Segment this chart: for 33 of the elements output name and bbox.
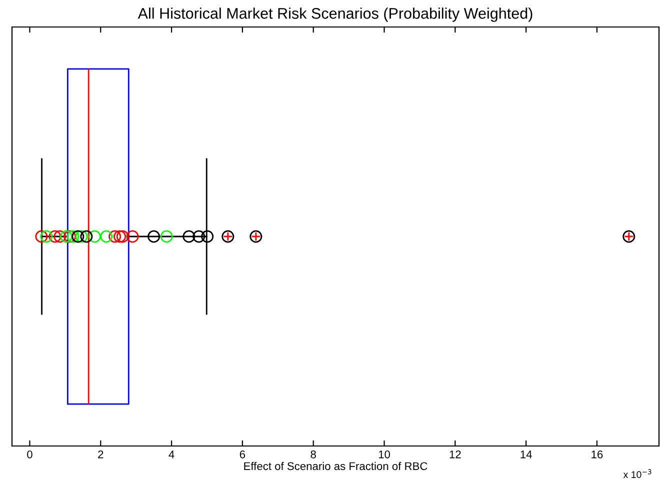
point [35,230,48,243]
chart-title: All Historical Market Risk Scenarios (Probability Weighted) [138,8,532,22]
x-tick-label: 10 [378,450,390,458]
point [182,230,196,243]
x-tick-label: 8 [310,450,316,458]
point [126,230,139,243]
text: x 10$^{−3}$ [623,469,652,478]
x-tick-label: 6 [240,450,246,458]
point [108,230,122,243]
point [64,230,76,243]
point [192,230,206,243]
point [116,230,129,243]
x-axis-title: Effect of Scenario as Fraction of RBC [244,462,428,470]
point [60,230,72,243]
point [148,230,160,243]
x-tick-label: 16 [592,450,603,458]
point [40,230,53,243]
point [80,230,93,243]
point [75,230,88,243]
x-tick-label: 4 [168,450,174,458]
x-tick-label: 2 [98,450,104,458]
point [114,230,126,243]
x-tick-label: 14 [520,450,532,458]
point [48,230,62,243]
point [66,230,80,243]
point [100,230,113,243]
point [54,230,66,243]
x-tick-label: 12 [450,450,461,458]
point [201,230,214,243]
point [160,230,173,243]
point [72,230,84,243]
point [88,230,101,243]
x-tick-label: 0 [27,450,32,458]
